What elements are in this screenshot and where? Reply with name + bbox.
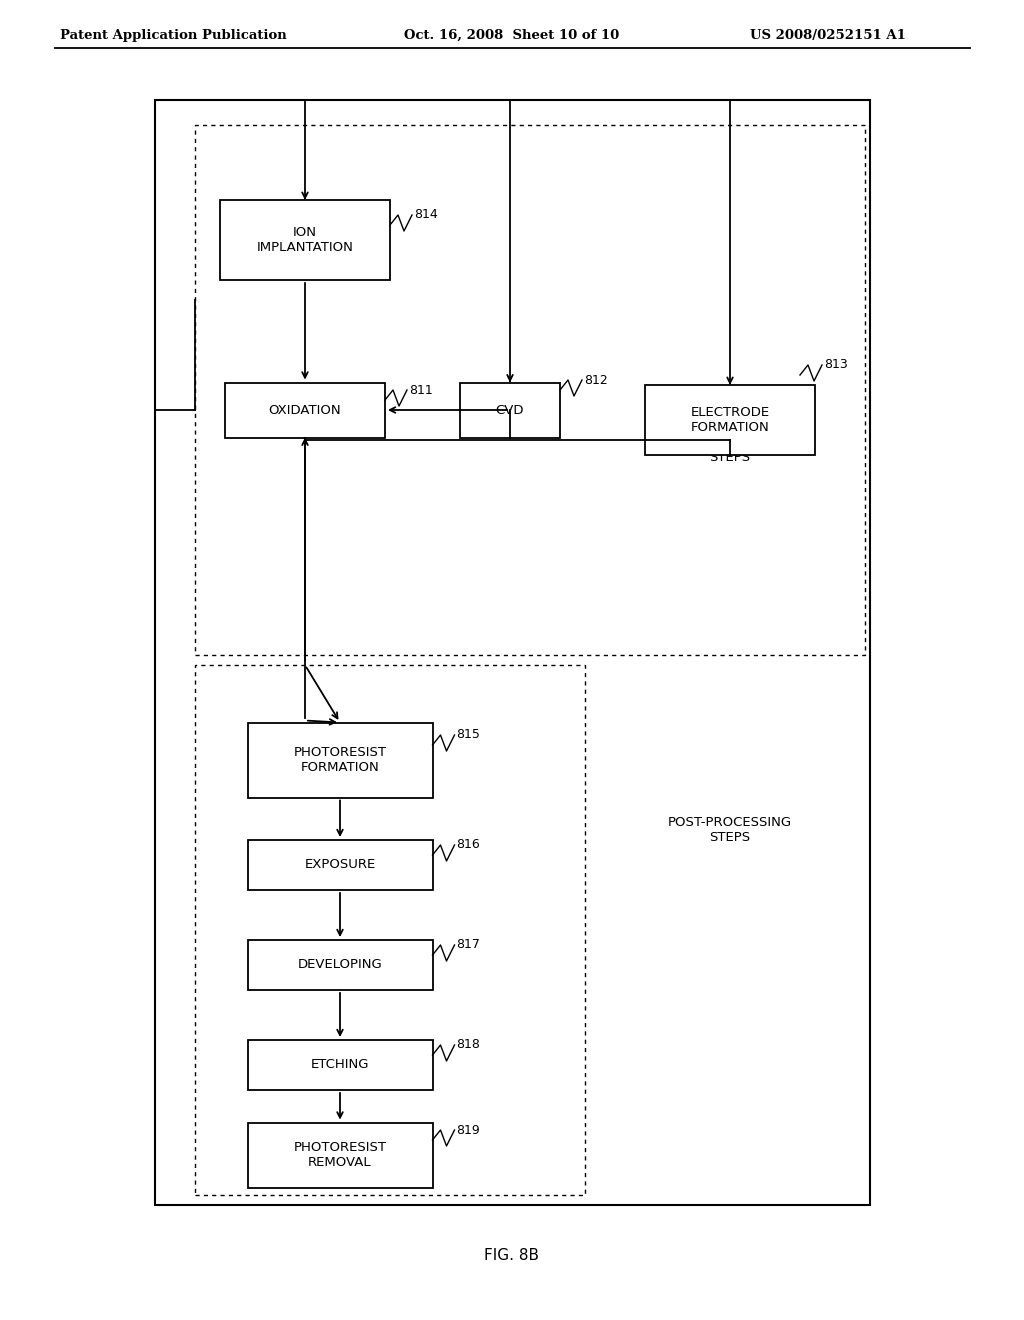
Bar (248, 722, 432, 797)
Text: POST-PROCESSING
STEPS: POST-PROCESSING STEPS (668, 816, 792, 843)
Text: ETCHING: ETCHING (310, 1059, 370, 1072)
Text: 819: 819 (457, 1123, 480, 1137)
Text: Patent Application Publication: Patent Application Publication (60, 29, 287, 41)
Text: DEVELOPING: DEVELOPING (298, 958, 382, 972)
Text: 815: 815 (457, 729, 480, 742)
Bar (155, 100, 870, 1205)
Bar (460, 383, 560, 437)
Bar (248, 940, 432, 990)
Text: 818: 818 (457, 1039, 480, 1052)
Text: EXPOSURE: EXPOSURE (304, 858, 376, 871)
Text: ELECTRODE
FORMATION: ELECTRODE FORMATION (690, 407, 770, 434)
Text: 813: 813 (824, 359, 848, 371)
Bar (645, 385, 815, 455)
Text: US 2008/0252151 A1: US 2008/0252151 A1 (750, 29, 906, 41)
Text: CVD: CVD (496, 404, 524, 417)
Text: PHOTORESIST
FORMATION: PHOTORESIST FORMATION (294, 746, 386, 774)
Bar (195, 665, 585, 1195)
Text: PHOTORESIST
REMOVAL: PHOTORESIST REMOVAL (294, 1140, 386, 1170)
Text: PREPROCESSING
STEPS: PREPROCESSING STEPS (675, 436, 785, 465)
Bar (195, 125, 865, 655)
Bar (248, 1122, 432, 1188)
Text: 811: 811 (409, 384, 433, 396)
Bar (220, 201, 390, 280)
Text: ION
IMPLANTATION: ION IMPLANTATION (257, 226, 353, 253)
Text: Oct. 16, 2008  Sheet 10 of 10: Oct. 16, 2008 Sheet 10 of 10 (404, 29, 620, 41)
Text: FIG. 8B: FIG. 8B (484, 1247, 540, 1262)
Text: 816: 816 (457, 838, 480, 851)
Text: OXIDATION: OXIDATION (268, 404, 341, 417)
Text: 812: 812 (584, 374, 608, 387)
Text: 814: 814 (414, 209, 437, 222)
Text: 817: 817 (457, 939, 480, 952)
Bar (248, 840, 432, 890)
Bar (225, 383, 385, 437)
Bar (248, 1040, 432, 1090)
